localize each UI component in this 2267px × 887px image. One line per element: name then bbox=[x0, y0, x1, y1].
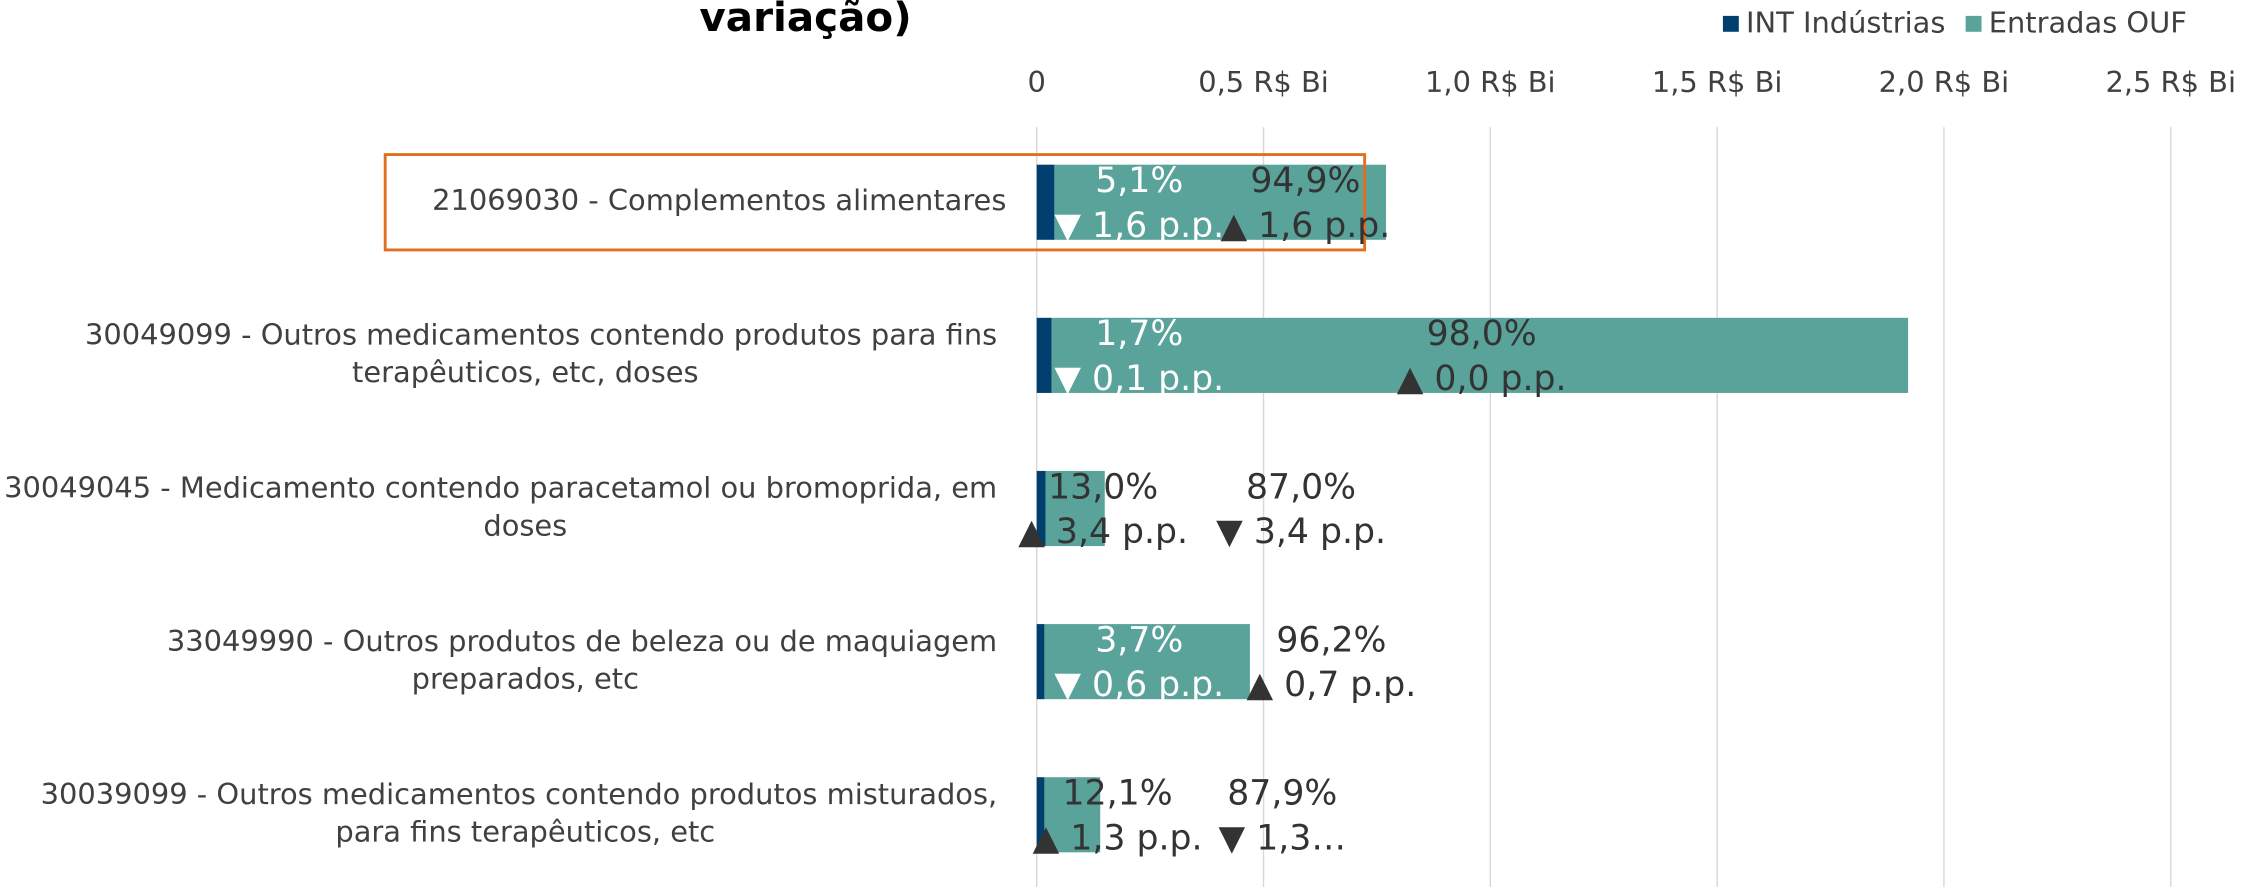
x-tick-label: 2,5 R$ Bi bbox=[2105, 65, 2236, 99]
legend-label: Entradas OUF bbox=[1989, 6, 2187, 40]
legend-swatch bbox=[1722, 15, 1739, 32]
x-tick-label: 0,5 R$ Bi bbox=[1198, 65, 1329, 99]
change-label: ▲ 0,0 p.p. bbox=[1397, 359, 1567, 399]
share-label: 13,0% bbox=[1048, 467, 1158, 507]
change-label: ▼ 0,6 p.p. bbox=[1054, 665, 1224, 705]
x-tick-label: 1,5 R$ Bi bbox=[1652, 65, 1783, 99]
bar-segment bbox=[1036, 470, 1046, 547]
category-label: 30039099 - Outros medicamentos contendo … bbox=[41, 777, 1007, 849]
change-label: ▲ 1,3 p.p. bbox=[1033, 818, 1203, 858]
category-label: 21069030 - Complementos alimentares bbox=[432, 183, 1006, 217]
change-label: ▼ 1,3… bbox=[1219, 818, 1346, 858]
change-label: ▼ 1,6 p.p. bbox=[1054, 206, 1224, 246]
bar-segment bbox=[1036, 317, 1052, 393]
bar-segment bbox=[1044, 624, 1250, 700]
bar-segment bbox=[1054, 164, 1386, 240]
highlight-box bbox=[383, 153, 1367, 252]
share-label: 96,2% bbox=[1276, 620, 1386, 660]
bar-segment bbox=[1036, 164, 1055, 240]
bar-segment bbox=[1044, 777, 1101, 853]
change-label: ▲ 1,6 p.p. bbox=[1220, 206, 1390, 246]
change-label: ▼ 3,4 p.p. bbox=[1216, 512, 1386, 552]
x-tick-label: 0 bbox=[1028, 65, 1046, 99]
share-label: 87,0% bbox=[1246, 467, 1356, 507]
category-label: 30049099 - Outros medicamentos contendo … bbox=[85, 318, 1006, 390]
change-label: ▲ 0,7 p.p. bbox=[1246, 665, 1416, 705]
share-label: 94,9% bbox=[1250, 161, 1360, 201]
legend-label: INT Indústrias bbox=[1746, 6, 1945, 40]
share-label: 12,1% bbox=[1063, 774, 1173, 814]
bar-segment bbox=[1045, 470, 1105, 547]
category-label: 33049990 - Outros produtos de beleza ou … bbox=[167, 624, 1006, 696]
chart-title: variação) bbox=[699, 0, 911, 41]
x-tick-label: 2,0 R$ Bi bbox=[1879, 65, 2010, 99]
change-label: ▲ 3,4 p.p. bbox=[1018, 512, 1188, 552]
share-label: 1,7% bbox=[1095, 314, 1183, 354]
share-label: 98,0% bbox=[1427, 314, 1537, 354]
legend-swatch bbox=[1965, 15, 1982, 32]
share-label: 87,9% bbox=[1227, 774, 1337, 814]
labels: 0 0,5 R$ Bi 1,0 R$ Bi 1,5 R$ Bi 2,0 R$ Bi 2,5… bbox=[4, 6, 2236, 859]
bar-segment bbox=[1051, 317, 1909, 393]
bar-segment bbox=[1036, 624, 1045, 700]
bar-segment bbox=[1036, 777, 1045, 853]
bars bbox=[1036, 164, 1909, 853]
change-label: ▼ 0,1 p.p. bbox=[1054, 359, 1224, 399]
share-label: 5,1% bbox=[1095, 161, 1183, 201]
grid bbox=[1035, 127, 2172, 887]
category-label: 30049045 - Medicamento contendo paraceta… bbox=[4, 471, 1006, 543]
share-label: 3,7% bbox=[1095, 620, 1183, 660]
x-tick-label: 1,0 R$ Bi bbox=[1425, 65, 1556, 99]
